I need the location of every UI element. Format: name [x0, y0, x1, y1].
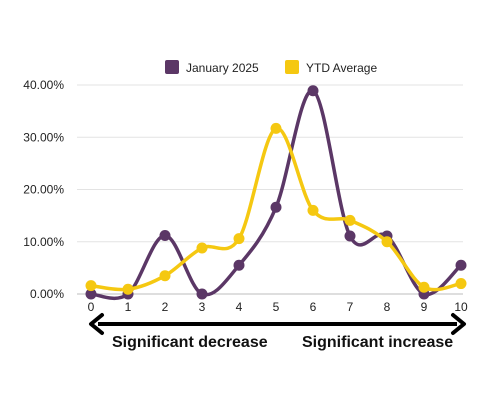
y-tick-label: 10.00%	[23, 235, 64, 249]
data-point-january-2025-7	[344, 230, 356, 242]
data-point-january-2025-4	[233, 259, 245, 271]
legend-label-january-2025: January 2025	[186, 61, 259, 75]
data-point-january-2025-0	[85, 288, 97, 300]
data-point-ytd-average-9	[418, 281, 430, 293]
data-point-ytd-average-6	[307, 204, 319, 216]
data-point-ytd-average-4	[233, 233, 245, 245]
y-tick-label: 40.00%	[23, 78, 64, 92]
y-tick-label: 30.00%	[23, 130, 64, 144]
x-tick-label: 10	[454, 300, 468, 314]
legend-swatch-ytd-average	[285, 60, 299, 74]
x-tick-label: 2	[162, 300, 169, 314]
gridlines	[77, 84, 463, 295]
data-point-january-2025-2	[159, 229, 171, 241]
annotation-significant-increase: Significant increase	[302, 334, 453, 351]
x-tick-label: 1	[125, 300, 132, 314]
arrow-left-head-icon	[89, 313, 104, 335]
data-point-ytd-average-2	[159, 270, 171, 282]
legend-swatch-january-2025	[165, 60, 179, 74]
data-point-ytd-average-10	[455, 278, 467, 290]
series-lines	[85, 85, 467, 301]
data-point-ytd-average-1	[122, 283, 134, 295]
legend-label-ytd-average: YTD Average	[306, 61, 377, 75]
x-tick-label: 8	[384, 300, 391, 314]
data-point-ytd-average-0	[85, 280, 97, 292]
x-tick-label: 6	[310, 300, 317, 314]
data-point-ytd-average-7	[344, 214, 356, 226]
legend: January 2025 YTD Average	[165, 60, 377, 75]
series-ytd-average	[85, 122, 467, 295]
y-tick-label: 0.00%	[30, 287, 64, 301]
x-axis-tick-labels: 0 1 2 3 4 5 6 7 8 9 10	[88, 300, 468, 314]
x-tick-label: 9	[421, 300, 428, 314]
data-point-ytd-average-8	[381, 236, 393, 248]
y-tick-label: 20.00%	[23, 183, 64, 197]
series-january-2025	[85, 85, 467, 301]
x-tick-label: 5	[273, 300, 280, 314]
data-point-ytd-average-3	[196, 242, 208, 254]
x-tick-label: 0	[88, 300, 95, 314]
data-point-january-2025-10	[455, 259, 467, 271]
x-tick-label: 4	[236, 300, 243, 314]
data-point-january-2025-5	[270, 201, 282, 213]
annotation-significant-decrease: Significant decrease	[112, 334, 268, 351]
data-point-ytd-average-5	[270, 122, 282, 134]
direction-arrow	[89, 313, 466, 335]
arrow-right-head-icon	[451, 313, 466, 335]
x-tick-label: 7	[347, 300, 354, 314]
data-point-january-2025-3	[196, 288, 208, 300]
y-axis-tick-labels: 0.00% 10.00% 20.00% 30.00% 40.00%	[23, 78, 64, 301]
data-point-january-2025-6	[307, 85, 319, 97]
x-tick-label: 3	[199, 300, 206, 314]
